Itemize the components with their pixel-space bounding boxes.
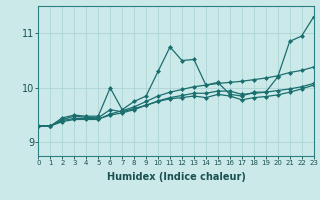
X-axis label: Humidex (Indice chaleur): Humidex (Indice chaleur) [107, 172, 245, 182]
